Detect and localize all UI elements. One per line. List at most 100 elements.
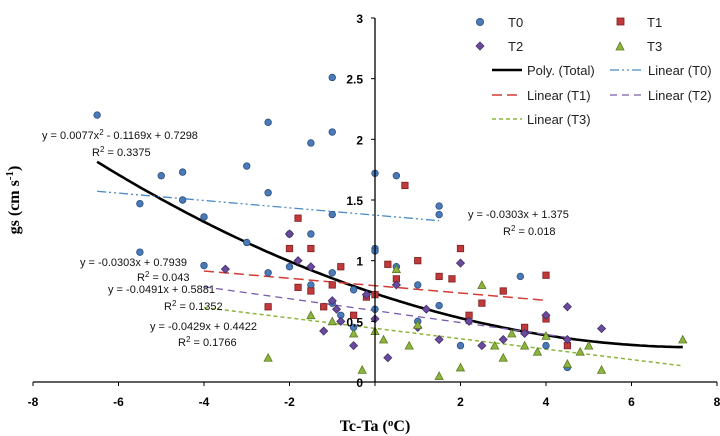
data-point-t3 xyxy=(348,328,359,338)
legend-item-t3: T3 xyxy=(615,39,662,54)
y-tick-label: 0.5 xyxy=(346,315,363,329)
y-axis-title: gs (cm s-1) xyxy=(4,166,23,235)
data-point-t2 xyxy=(327,296,337,306)
data-point-t0 xyxy=(264,189,272,197)
data-point-t3 xyxy=(306,310,316,320)
data-point-t1 xyxy=(264,303,272,311)
data-point-t2 xyxy=(421,304,431,314)
data-point-t1 xyxy=(542,271,550,279)
data-point-t3 xyxy=(434,371,444,380)
data-point-t2 xyxy=(336,316,346,326)
data-point-t1 xyxy=(448,275,456,283)
data-point-t3 xyxy=(498,352,508,362)
trendline-linear-t2 xyxy=(203,286,568,339)
r2-linear-t2: R2 = 0.1352 xyxy=(164,299,223,313)
data-point-t0 xyxy=(328,210,336,219)
data-point-t0 xyxy=(392,172,401,180)
x-axis-title: Tc-Ta (oC) xyxy=(340,417,411,435)
data-point-t1 xyxy=(294,283,302,291)
data-point-t3 xyxy=(562,358,573,368)
data-point-t0 xyxy=(307,281,315,289)
data-point-t1 xyxy=(401,181,409,190)
eq-linear-t0: y = -0.0303x + 1.375 xyxy=(468,209,569,221)
data-point-t0 xyxy=(456,341,465,350)
eq-linear-t1: y = -0.0303x + 0.7939 xyxy=(80,257,187,269)
y-tick-labels: 0 0.5 1 1.5 2 2.5 3 xyxy=(346,12,375,390)
data-point-t1 xyxy=(307,244,315,253)
eq-poly-total: y = 0.0077x2 - 0.1169x + 0.7298 xyxy=(42,128,198,142)
data-point-t1 xyxy=(499,287,507,295)
data-point-t2 xyxy=(455,258,466,268)
trendline-poly-total xyxy=(96,160,683,349)
svg-text:Poly. (Total): Poly. (Total) xyxy=(527,63,595,78)
trendline-linear-t0 xyxy=(97,190,440,222)
y-tick-label: 3 xyxy=(356,12,363,26)
data-point-t2 xyxy=(331,304,342,314)
data-point-t2 xyxy=(306,262,316,272)
svg-text:Linear (T1): Linear (T1) xyxy=(527,88,591,103)
x-tick-label: 2 xyxy=(457,395,464,409)
data-point-t1 xyxy=(337,263,345,271)
svg-text:T2: T2 xyxy=(508,39,523,54)
data-point-t3 xyxy=(490,340,500,350)
data-point-t1 xyxy=(478,299,486,307)
svg-text:Linear (T2): Linear (T2) xyxy=(648,88,712,103)
data-point-t2 xyxy=(391,280,401,290)
y-tick-label: 2.5 xyxy=(346,73,363,87)
x-tick-label: -6 xyxy=(113,395,124,409)
data-point-t0 xyxy=(136,199,144,208)
data-point-t0 xyxy=(285,263,294,271)
svg-text:T0: T0 xyxy=(508,15,523,30)
data-point-t0 xyxy=(328,269,336,277)
y-tick-label: 1 xyxy=(356,255,363,269)
data-point-t0 xyxy=(264,269,272,277)
data-point-t3 xyxy=(327,316,337,326)
data-point-t3 xyxy=(378,334,389,344)
data-point-t2 xyxy=(220,264,230,274)
svg-text:Linear (T3): Linear (T3) xyxy=(527,112,591,127)
data-point-t0 xyxy=(157,172,165,180)
data-point-t2 xyxy=(319,326,329,336)
data-point-t3 xyxy=(575,346,585,356)
legend-item-t0: T0 xyxy=(475,15,523,30)
data-point-t0 xyxy=(435,210,443,219)
data-point-t0 xyxy=(516,272,525,281)
data-point-t3 xyxy=(391,264,402,274)
legend-item-linear-t3: Linear (T3) xyxy=(492,112,591,127)
data-point-t3 xyxy=(404,340,414,350)
trendline-linear-t3 xyxy=(203,306,683,367)
data-point-t2 xyxy=(562,334,572,345)
data-point-t0 xyxy=(178,196,187,204)
r2-linear-t1: R2 = 0.043 xyxy=(137,270,189,284)
x-tick-label: 4 xyxy=(543,395,550,409)
data-point-t1 xyxy=(294,214,302,222)
data-point-t1 xyxy=(320,303,328,311)
y-tick-label: 1.5 xyxy=(346,194,363,208)
legend-item-t2: T2 xyxy=(475,39,523,54)
svg-text:T3: T3 xyxy=(647,39,662,54)
r2-poly-total: R2 = 0.3375 xyxy=(92,145,151,159)
data-point-t1 xyxy=(414,257,422,265)
data-point-t2 xyxy=(541,310,551,320)
legend-item-linear-t2: Linear (T2) xyxy=(610,88,712,103)
eq-linear-t2: y = -0.0491x + 0.5881 xyxy=(108,284,215,296)
r2-linear-t0: R2 = 0.018 xyxy=(503,224,555,238)
data-point-t1 xyxy=(384,260,392,268)
data-point-t0 xyxy=(328,73,336,82)
x-tick-label: 8 xyxy=(714,395,720,409)
data-point-t0 xyxy=(136,248,144,256)
y-tick-label: 0 xyxy=(356,376,363,390)
eq-linear-t3: y = -0.0429x + 0.4422 xyxy=(150,321,257,333)
data-point-t3 xyxy=(507,328,517,338)
data-point-t0 xyxy=(435,301,443,310)
data-point-t3 xyxy=(678,334,688,344)
data-point-t3 xyxy=(413,320,423,329)
x-tick-label: -4 xyxy=(199,395,210,409)
data-point-t1 xyxy=(350,311,358,319)
data-point-t3 xyxy=(596,365,607,374)
data-point-t2 xyxy=(562,302,572,312)
data-point-t0 xyxy=(307,139,315,147)
r2-linear-t3: R2 = 0.1766 xyxy=(178,335,237,349)
legend: T0 T1 T2 T3 Poly. (Total) Linear (T0) Li… xyxy=(475,15,712,127)
data-point-t2 xyxy=(597,324,607,334)
